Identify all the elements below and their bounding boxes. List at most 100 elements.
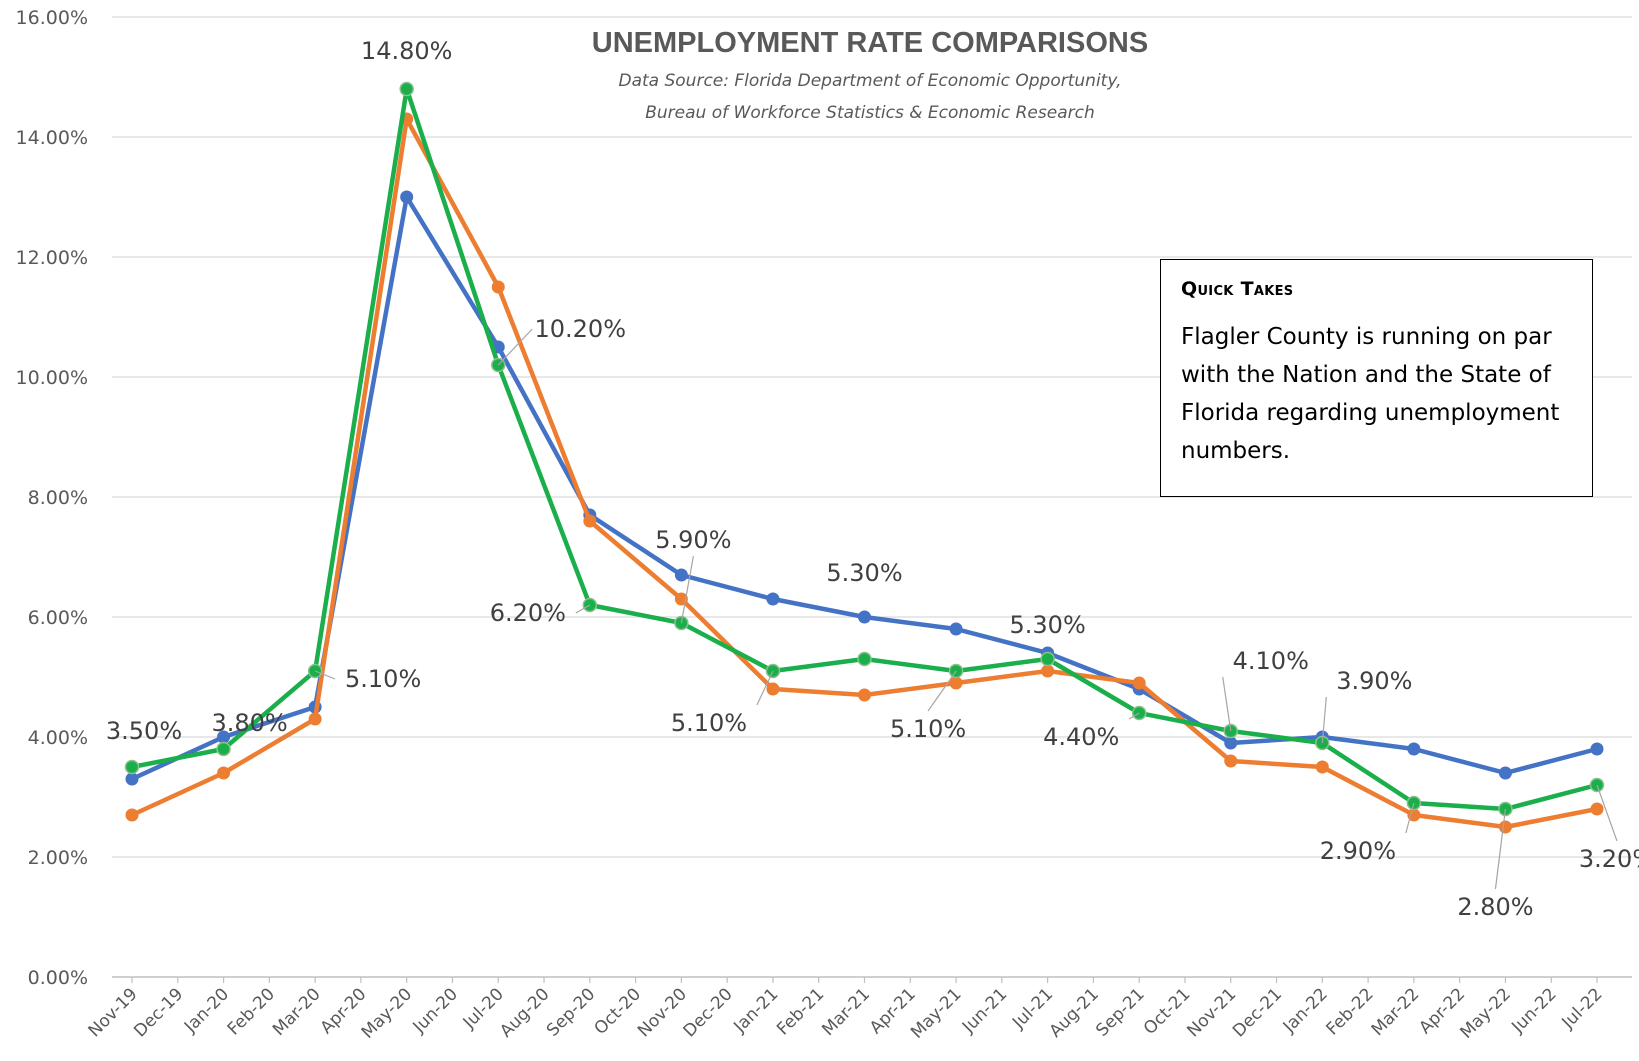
data-label: 5.90% — [655, 526, 731, 554]
series-point — [124, 759, 140, 775]
x-tick-label: Nov-19 — [85, 984, 142, 1041]
data-labels: 3.50% 3.80% 5.10% 14.80% 10.20% 6.20% 5.90% 5.1… — [106, 37, 1639, 921]
data-label: 4.40% — [1043, 723, 1119, 751]
data-label: 3.80% — [211, 709, 287, 737]
label-leader-line — [1222, 676, 1232, 732]
series-point — [491, 280, 505, 294]
x-tick-label: May-22 — [1457, 984, 1515, 1042]
x-tick-label: Feb-20 — [224, 984, 279, 1039]
label-leader-lines — [314, 328, 1618, 890]
y-tick-label: 4.00% — [28, 727, 88, 749]
axes: 0.00% 2.00% 4.00% 6.00% 8.00% 10.00% 12.00% 14.… — [16, 7, 1632, 1043]
x-tick-label: Jan-22 — [1279, 984, 1332, 1037]
series-point — [857, 651, 872, 667]
x-tick-label: Aug-21 — [1046, 984, 1103, 1041]
series-point — [125, 808, 139, 822]
label-leader-line — [756, 670, 774, 706]
x-tick-label: Jan-21 — [729, 984, 782, 1037]
series-point — [1041, 664, 1055, 678]
data-label: 5.30% — [826, 559, 902, 587]
data-label: 5.30% — [1010, 611, 1086, 639]
series-point — [1498, 820, 1512, 834]
series-point — [1040, 651, 1055, 667]
label-leader-line — [1494, 808, 1507, 890]
x-tick-label: Feb-22 — [1323, 984, 1378, 1039]
chart-subtitle-line-1: Data Source: Florida Department of Econo… — [619, 71, 1122, 91]
x-tick-label: Jul-22 — [1558, 984, 1607, 1033]
x-tick-label: Mar-20 — [269, 984, 325, 1040]
data-label: 4.10% — [1233, 647, 1309, 675]
series-point — [308, 712, 322, 726]
x-tick-label: Dec-21 — [1229, 984, 1286, 1041]
series-point — [1315, 760, 1329, 774]
x-tick-label: Sep-21 — [1092, 984, 1148, 1040]
x-tick-label: Sep-20 — [543, 984, 599, 1040]
x-tick-label: Jun-21 — [958, 984, 1011, 1037]
y-tick-label: 10.00% — [16, 367, 88, 389]
series-point — [217, 766, 231, 780]
data-label: 3.20% — [1579, 845, 1639, 873]
series-point — [949, 622, 963, 636]
label-leader-line — [1596, 784, 1618, 842]
data-label: 2.80% — [1457, 893, 1533, 921]
x-tick-label: May-21 — [907, 984, 965, 1042]
label-leader-line — [497, 328, 533, 366]
series-point — [1132, 676, 1146, 690]
series-point — [1224, 736, 1238, 750]
x-tick-label: Nov-21 — [1183, 984, 1240, 1041]
data-label: 10.20% — [534, 315, 626, 343]
label-leader-line — [1321, 696, 1327, 744]
x-tick-label: Mar-22 — [1368, 984, 1424, 1040]
series-point — [858, 610, 871, 624]
series-point — [1590, 742, 1604, 756]
series-point — [766, 592, 780, 606]
data-label: 3.90% — [1336, 667, 1412, 695]
label-leader-line — [575, 604, 591, 614]
x-tick-label: Dec-19 — [130, 984, 187, 1041]
data-label: 5.10% — [671, 709, 747, 737]
y-tick-label: 6.00% — [28, 607, 88, 629]
series-1 — [125, 190, 1604, 786]
data-label: 2.90% — [1320, 837, 1396, 865]
series-point — [858, 688, 871, 702]
data-label: 5.10% — [890, 715, 966, 743]
x-tick-label: Aug-20 — [496, 984, 553, 1041]
chart-title: UNEMPLOYMENT RATE COMPARISONS — [592, 27, 1148, 59]
series-point — [766, 682, 780, 696]
series-point — [1407, 808, 1421, 822]
data-label: 3.50% — [106, 717, 182, 745]
x-tick-label: May-20 — [358, 984, 416, 1042]
data-label: 5.10% — [345, 665, 421, 693]
title-block: UNEMPLOYMENT RATE COMPARISONS Data Sourc… — [592, 27, 1148, 123]
label-leader-line — [1405, 802, 1415, 834]
chart-subtitle-line-2: Bureau of Workforce Statistics & Economi… — [645, 103, 1095, 123]
series-point — [949, 676, 963, 690]
x-tick-label: Jun-20 — [409, 984, 462, 1037]
series-point — [583, 514, 597, 528]
y-tick-label: 12.00% — [16, 247, 88, 269]
x-tick-label: Jan-20 — [180, 984, 233, 1037]
y-tick-label: 14.00% — [16, 127, 88, 149]
quick-takes-box: Quick Takes Flagler County is running on… — [1160, 259, 1593, 497]
quick-takes-heading: Quick Takes — [1181, 278, 1294, 300]
series-point — [399, 81, 414, 97]
series-point — [1498, 766, 1512, 780]
series-point — [125, 772, 139, 786]
y-tick-label: 2.00% — [28, 847, 88, 869]
data-label: 6.20% — [490, 599, 566, 627]
label-leader-line — [927, 670, 957, 712]
label-leader-line — [314, 670, 336, 680]
x-tick-label: Jun-22 — [1507, 984, 1560, 1037]
x-tick-label: Mar-21 — [818, 984, 874, 1040]
label-leader-line — [680, 555, 694, 624]
series-point — [674, 568, 688, 582]
x-tick-label: Nov-20 — [634, 984, 691, 1041]
series-point — [216, 741, 231, 757]
series-point — [1407, 742, 1421, 756]
series-point — [1224, 754, 1238, 768]
y-tick-label: 16.00% — [16, 7, 88, 29]
y-tick-label: 0.00% — [28, 967, 88, 989]
quick-takes-text: Flagler County is running on par with th… — [1181, 324, 1560, 464]
x-tick-label: Dec-20 — [680, 984, 737, 1041]
